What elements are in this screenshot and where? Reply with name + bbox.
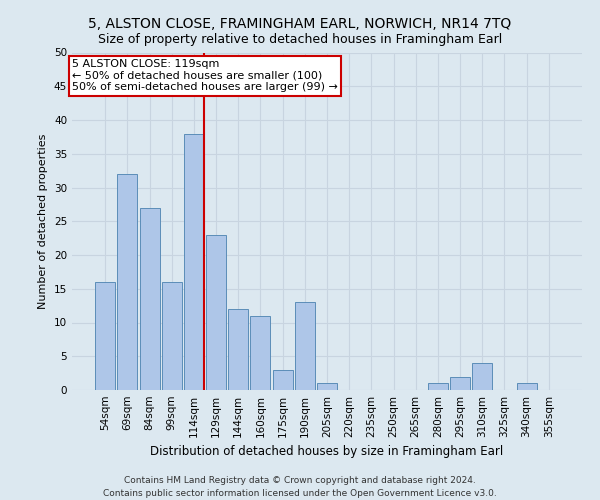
Bar: [206, 235, 226, 390]
Bar: [450, 376, 470, 390]
Bar: [140, 208, 160, 390]
Bar: [250, 316, 271, 390]
Bar: [184, 134, 204, 390]
Bar: [162, 282, 182, 390]
Bar: [272, 370, 293, 390]
Bar: [472, 363, 492, 390]
Text: Size of property relative to detached houses in Framingham Earl: Size of property relative to detached ho…: [98, 32, 502, 46]
Bar: [317, 383, 337, 390]
Bar: [428, 383, 448, 390]
Text: Contains HM Land Registry data © Crown copyright and database right 2024.
Contai: Contains HM Land Registry data © Crown c…: [103, 476, 497, 498]
Bar: [228, 309, 248, 390]
Bar: [517, 383, 536, 390]
Text: 5, ALSTON CLOSE, FRAMINGHAM EARL, NORWICH, NR14 7TQ: 5, ALSTON CLOSE, FRAMINGHAM EARL, NORWIC…: [88, 18, 512, 32]
Text: 5 ALSTON CLOSE: 119sqm
← 50% of detached houses are smaller (100)
50% of semi-de: 5 ALSTON CLOSE: 119sqm ← 50% of detached…: [72, 59, 338, 92]
X-axis label: Distribution of detached houses by size in Framingham Earl: Distribution of detached houses by size …: [151, 446, 503, 458]
Bar: [95, 282, 115, 390]
Y-axis label: Number of detached properties: Number of detached properties: [38, 134, 49, 309]
Bar: [295, 302, 315, 390]
Bar: [118, 174, 137, 390]
